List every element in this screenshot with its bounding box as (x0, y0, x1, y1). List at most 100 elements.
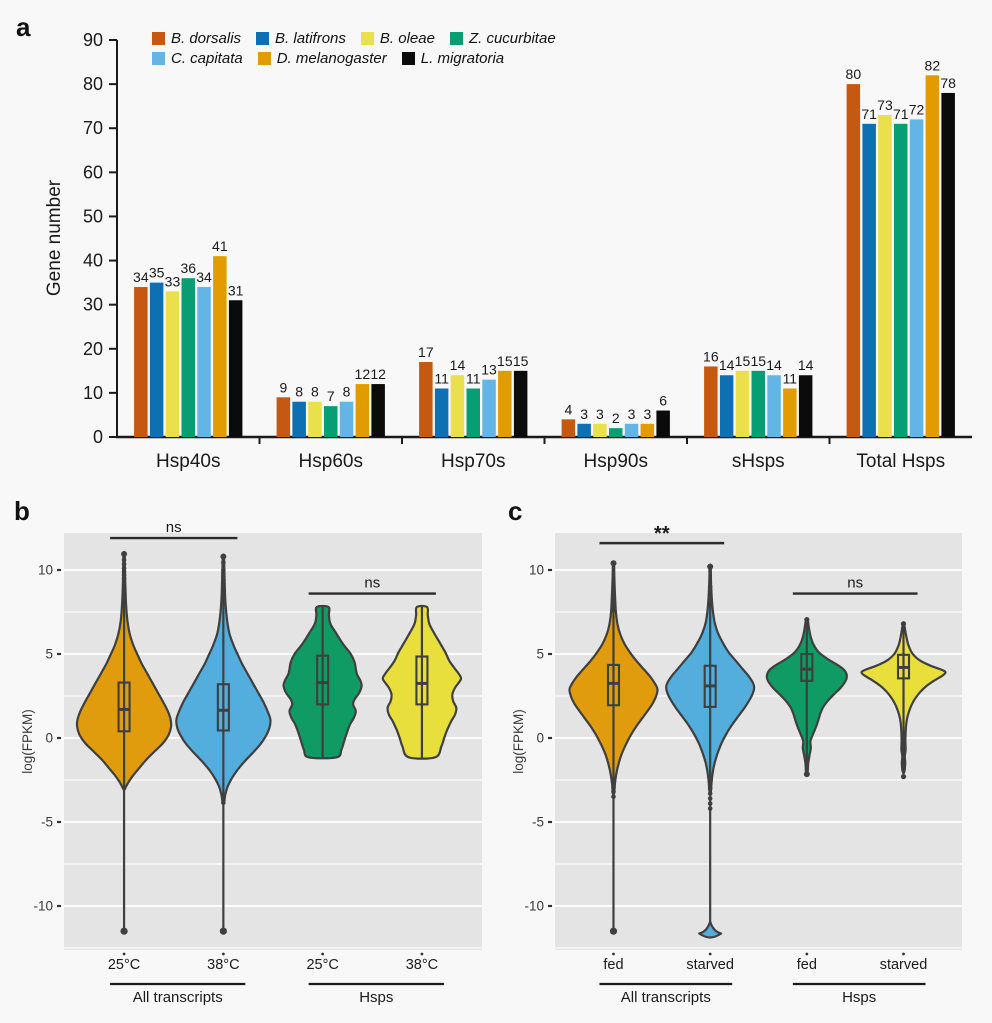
bar (181, 278, 195, 437)
bar (846, 84, 861, 437)
y-tick-label: -5 (41, 815, 53, 830)
bar-value-label: 15 (750, 353, 766, 369)
outlier-dot (221, 567, 226, 573)
y-tick-label: 10 (83, 383, 103, 403)
legend-item: Z. cucurbitae (449, 30, 556, 47)
bar-value-label: 12 (370, 366, 386, 382)
x-category-label: starved (880, 957, 928, 973)
outlier-dot (611, 785, 616, 790)
end-dot (121, 551, 128, 558)
bar (339, 401, 354, 437)
x-category-label: 38°C (207, 957, 239, 973)
end-dot (219, 927, 227, 935)
bar (640, 423, 655, 437)
y-tick-label: 20 (83, 339, 103, 359)
y-axis-title: log(FPKM) (20, 709, 35, 774)
bar (593, 423, 607, 437)
x-category-label: sHsps (732, 451, 785, 472)
bar (228, 300, 243, 437)
bar-value-label: 8 (295, 384, 303, 400)
outlier-dot (121, 576, 127, 581)
violin (381, 604, 463, 760)
outlier-dot (901, 749, 906, 754)
outlier-dot (221, 560, 226, 565)
outlier-dot (121, 557, 127, 563)
violin (75, 550, 173, 935)
outlier-dot (611, 794, 616, 800)
x-tick (122, 952, 126, 956)
y-tick-label: -5 (532, 815, 544, 830)
bar-value-label: 7 (327, 388, 335, 404)
bar-value-label: 80 (846, 66, 862, 82)
bar-value-label: 9 (279, 379, 287, 395)
bar-value-label: 16 (703, 348, 719, 364)
boxplot-box (606, 663, 621, 707)
bar-value-label: 82 (925, 57, 941, 73)
outlier-dot (611, 593, 616, 599)
bar-value-label: 11 (783, 370, 798, 386)
legend: B. dorsalis B. latifrons B. oleae Z. cucurb… (152, 30, 556, 67)
bar (466, 388, 480, 437)
bar (909, 119, 924, 438)
legend-item: L. migratoria (401, 50, 504, 67)
group-label: Hsps (842, 989, 876, 1006)
legend-swatch (152, 32, 165, 45)
boxplot-box (415, 655, 429, 706)
panel-label-a: a (16, 12, 31, 42)
bar-value-label: 78 (940, 75, 956, 91)
bar (798, 375, 813, 437)
bar-value-label: 8 (343, 384, 351, 400)
bar-value-label: 72 (909, 101, 925, 117)
bar (925, 75, 940, 438)
end-dot (804, 616, 810, 623)
bar-value-label: 41 (212, 238, 228, 254)
legend-label: D. melanogaster (276, 50, 387, 67)
y-tick-label: 0 (93, 427, 103, 447)
legend-item: C. capitata (152, 50, 243, 67)
legend-item: B. latifrons (256, 30, 346, 47)
bar (719, 375, 734, 437)
bar (894, 123, 908, 438)
significance-label: ns (364, 575, 380, 592)
bar (941, 92, 955, 437)
outlier-dot (707, 596, 713, 601)
tail-blob (698, 920, 723, 939)
bar (561, 419, 576, 437)
bar-value-label: 73 (877, 97, 893, 113)
y-tick-label: 10 (529, 563, 544, 578)
x-tick (420, 952, 424, 956)
legend-swatch (257, 52, 271, 65)
bar-value-label: 14 (450, 357, 466, 373)
end-dot (803, 771, 810, 778)
legend-swatch (360, 32, 374, 45)
y-tick-label: 40 (83, 251, 103, 271)
end-dot (900, 774, 907, 780)
significance-label: ns (166, 519, 182, 536)
legend-item: B. dorsalis (152, 30, 241, 47)
group-label: All transcripts (133, 989, 223, 1006)
bar (656, 410, 670, 437)
legend-row: B. dorsalis B. latifrons B. oleae Z. cucurb… (152, 30, 556, 47)
outlier-dot (707, 791, 713, 796)
violin (765, 616, 848, 778)
outlier-dot (707, 599, 713, 605)
y-tick-label: 70 (83, 118, 103, 138)
outlier-dot (707, 584, 713, 590)
bar (434, 388, 449, 437)
bar (624, 423, 639, 437)
bar (878, 114, 892, 437)
x-category-label: starved (686, 957, 734, 973)
violin (860, 621, 947, 780)
bar-value-label: 15 (735, 353, 751, 369)
outlier-dot (707, 588, 713, 594)
end-dot (610, 560, 617, 567)
bar-value-label: 17 (418, 344, 434, 360)
y-tick-label: 50 (83, 206, 103, 226)
x-tick (805, 952, 809, 956)
y-axis-title: log(FPKM) (511, 709, 526, 774)
bar-value-label: 71 (893, 106, 909, 122)
x-category-label: Hsp90s (584, 451, 648, 472)
